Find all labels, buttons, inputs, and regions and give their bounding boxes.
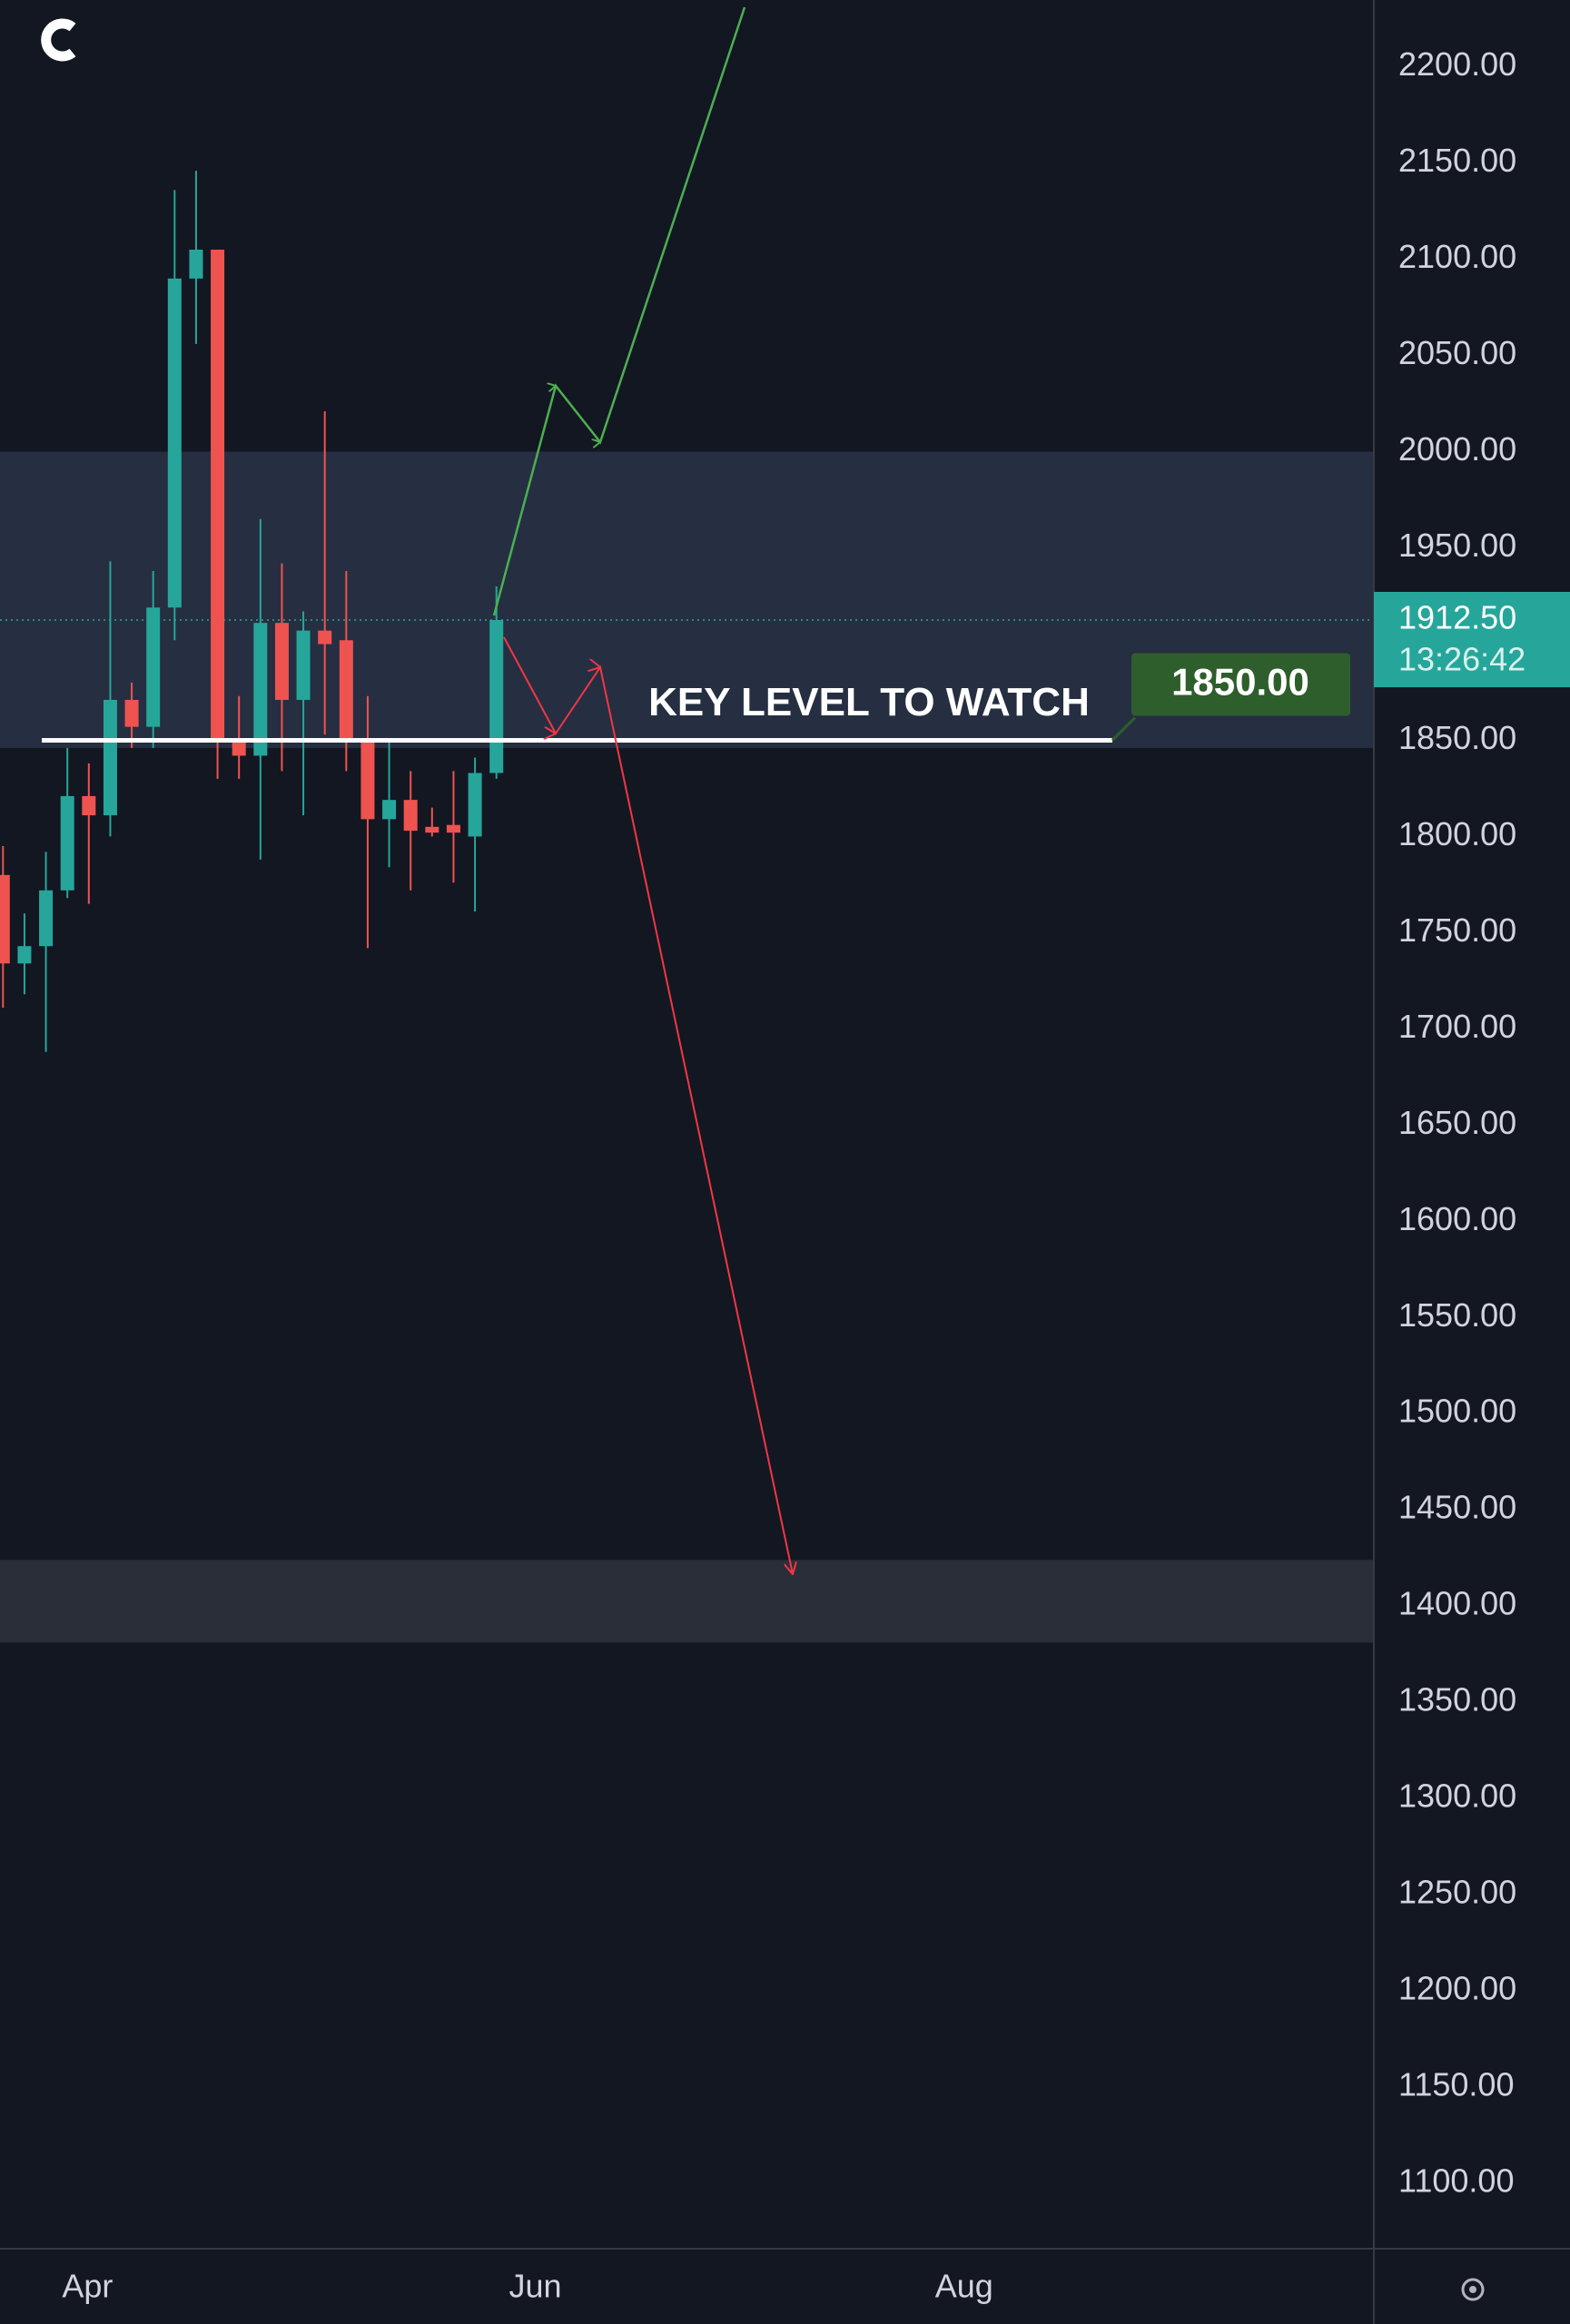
x-tick-label: Aug bbox=[935, 2268, 993, 2305]
candle-body bbox=[39, 890, 54, 947]
countdown-label: 13:26:42 bbox=[1398, 641, 1526, 678]
candle-body bbox=[318, 630, 332, 645]
candle-body bbox=[360, 742, 375, 820]
y-tick-label: 1450.00 bbox=[1398, 1489, 1516, 1526]
candle-body bbox=[189, 250, 203, 279]
candle-body bbox=[103, 699, 117, 816]
candle-body bbox=[211, 250, 225, 739]
candle-body bbox=[0, 874, 10, 964]
y-tick-label: 1400.00 bbox=[1398, 1585, 1516, 1622]
candle-body bbox=[17, 946, 32, 964]
settings-icon[interactable] bbox=[1461, 2278, 1485, 2301]
key-level-text: KEY LEVEL TO WATCH bbox=[648, 680, 1090, 724]
candle-body bbox=[489, 620, 504, 773]
candle-body bbox=[60, 795, 74, 891]
y-tick-label: 1600.00 bbox=[1398, 1200, 1516, 1237]
bull-arrow bbox=[492, 6, 746, 616]
zone bbox=[0, 1560, 1374, 1643]
y-tick-label: 1150.00 bbox=[1398, 2065, 1514, 2102]
y-tick-label: 1750.00 bbox=[1398, 911, 1516, 949]
candle-body bbox=[382, 800, 397, 820]
candle-body bbox=[253, 623, 268, 756]
axes: 1100.00 1150.00 1200.00 1250.00 1300.00 1350.… bbox=[62, 45, 1570, 2305]
x-tick-label: Jun bbox=[509, 2268, 561, 2305]
candle-body bbox=[274, 623, 289, 700]
y-tick-label: 2000.00 bbox=[1398, 430, 1516, 468]
y-tick-label: 1800.00 bbox=[1398, 815, 1516, 852]
y-tick-label: 1700.00 bbox=[1398, 1008, 1516, 1045]
y-tick-label: 1300.00 bbox=[1398, 1777, 1516, 1815]
candle-body bbox=[468, 773, 482, 837]
candle-body bbox=[146, 607, 161, 727]
candle-body bbox=[403, 800, 418, 832]
y-tick-label: 1500.00 bbox=[1398, 1393, 1516, 1430]
key-level-label-box bbox=[1131, 653, 1350, 716]
y-tick-label: 1850.00 bbox=[1398, 719, 1516, 756]
x-tick-label: Apr bbox=[62, 2268, 113, 2305]
candle-body bbox=[167, 278, 182, 608]
candle-body bbox=[82, 795, 96, 816]
candle-body bbox=[232, 738, 246, 756]
y-tick-label: 2100.00 bbox=[1398, 238, 1516, 275]
key-level-label: 1850.00 bbox=[1171, 661, 1309, 704]
y-tick-label: 1200.00 bbox=[1398, 1970, 1516, 2007]
y-tick-label: 2150.00 bbox=[1398, 142, 1516, 179]
candle-body bbox=[124, 699, 139, 727]
y-tick-label: 2050.00 bbox=[1398, 334, 1516, 371]
y-tick-label: 1250.00 bbox=[1398, 1874, 1516, 1911]
y-tick-label: 1100.00 bbox=[1398, 2162, 1514, 2199]
candle-body bbox=[339, 640, 353, 743]
key-level-pointer bbox=[1111, 716, 1137, 742]
candle-body bbox=[446, 824, 460, 833]
y-tick-label: 1650.00 bbox=[1398, 1104, 1516, 1141]
last-price-box bbox=[1374, 592, 1570, 688]
y-tick-label: 1950.00 bbox=[1398, 527, 1516, 564]
last-price-label: 1912.50 bbox=[1398, 599, 1516, 636]
candle-body bbox=[425, 826, 439, 833]
y-tick-label: 1350.00 bbox=[1398, 1681, 1516, 1718]
logo bbox=[41, 18, 76, 62]
bear-arrow bbox=[503, 636, 793, 1574]
y-tick-label: 2200.00 bbox=[1398, 45, 1516, 83]
candle-body bbox=[296, 630, 311, 700]
y-tick-label: 1550.00 bbox=[1398, 1296, 1516, 1334]
